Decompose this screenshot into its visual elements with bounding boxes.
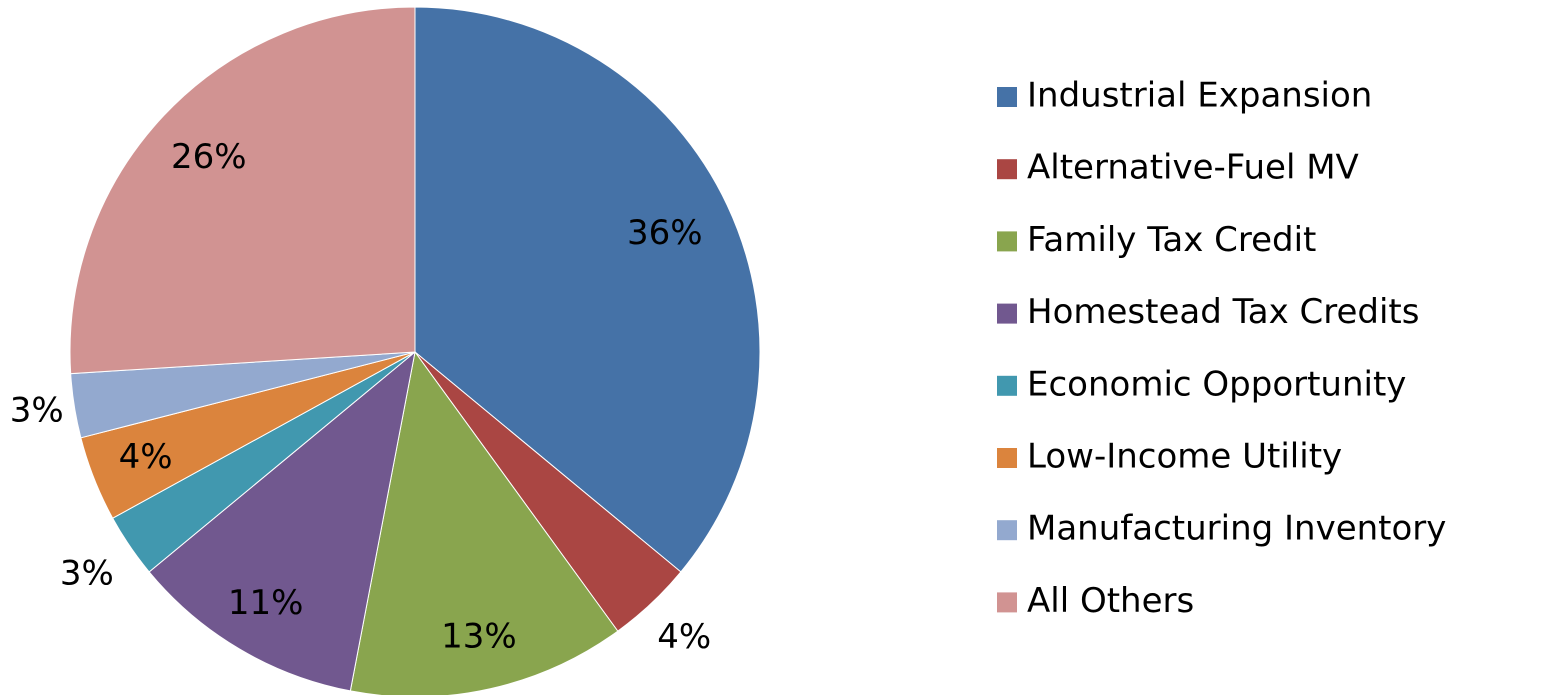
legend-label: All Others (1027, 581, 1194, 621)
legend-label: Manufacturing Inventory (1027, 509, 1446, 549)
legend-label: Family Tax Credit (1027, 220, 1316, 260)
legend-swatch (997, 87, 1017, 107)
data-label: 26% (171, 137, 247, 177)
data-label: 4% (119, 437, 173, 477)
pie-slice (69, 6, 416, 375)
pie-slice (148, 350, 416, 692)
legend-label: Economic Opportunity (1027, 364, 1406, 404)
legend-swatch (997, 159, 1017, 180)
data-label: 3% (10, 390, 64, 430)
data-label: 3% (60, 554, 114, 594)
data-label: 4% (657, 617, 711, 657)
legend-swatch (997, 448, 1017, 468)
legend-swatch (997, 592, 1017, 613)
legend-label: Homestead Tax Credits (1027, 292, 1419, 332)
data-label: 36% (627, 213, 703, 253)
pie-slice (414, 6, 761, 573)
legend-label: Industrial Expansion (1027, 76, 1372, 116)
legend-swatch (997, 303, 1017, 324)
legend-swatch (997, 375, 1017, 396)
legend-label: Low-Income Utility (1027, 437, 1342, 477)
data-label: 11% (228, 583, 304, 623)
legend-label: Alternative-Fuel MV (1027, 148, 1359, 188)
legend-swatch (997, 231, 1017, 252)
data-label: 13% (441, 617, 517, 657)
legend-swatch (997, 520, 1017, 541)
